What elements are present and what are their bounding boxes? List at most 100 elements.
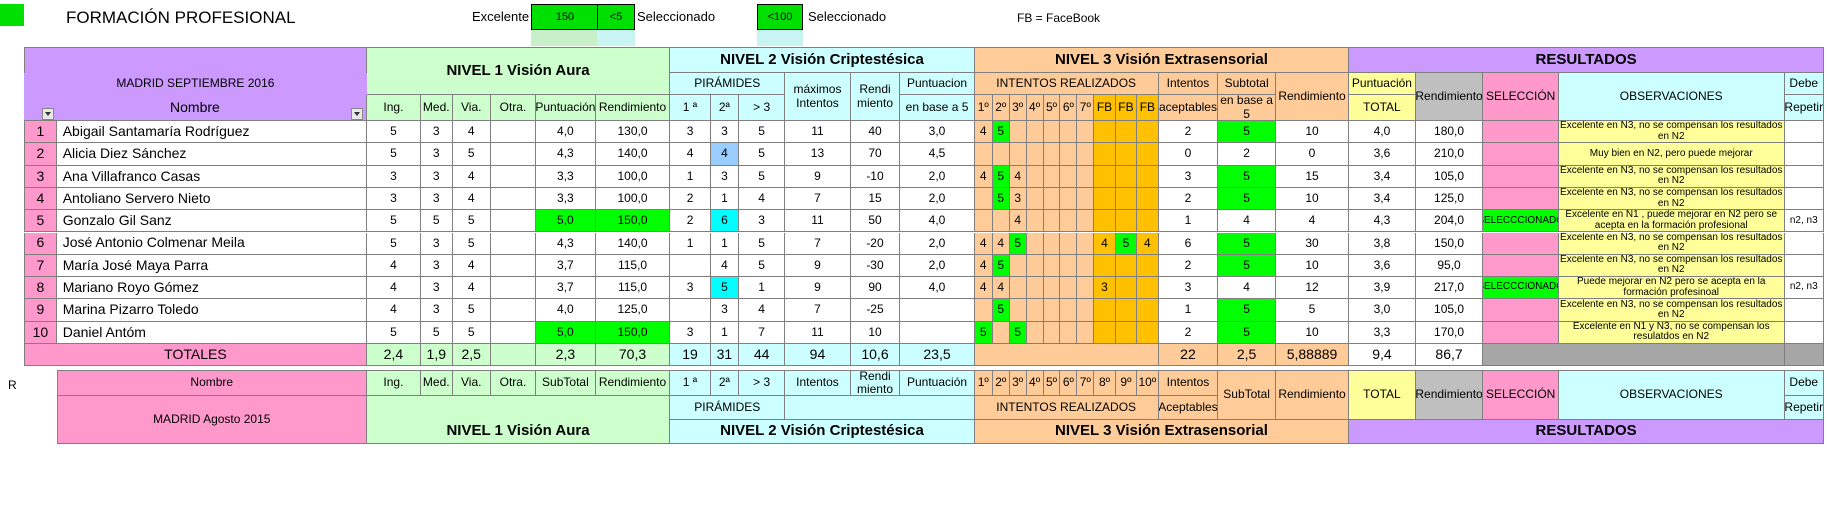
total-aceptables: 22 [1158,344,1219,366]
n2-value: 2 [670,187,711,211]
filter-dropdown-icon[interactable] [42,108,55,120]
n1-value [490,210,537,233]
n3-attempt [1115,165,1138,188]
puntuacion-n2-header: Puntuacion [900,73,975,95]
n3-attempt [1137,277,1159,300]
rendimiento-total-value: 105,0 [1415,165,1484,188]
total-value: 3,4 [1349,165,1416,188]
n3-attempt [1077,165,1095,188]
n3-attempt: 4 [1137,232,1159,255]
n1-value: 3 [420,143,453,166]
puntuacion-total-header: Puntuación [1349,73,1416,95]
n1-value: 5 [452,321,491,344]
n1-value [490,187,537,211]
aceptables-value: 3 [1158,277,1219,300]
n3-attempt [1026,187,1044,211]
n2-value: 2,0 [900,232,975,255]
subtotal-value: 5 [1218,165,1276,188]
n2-value: -10 [850,165,901,188]
total-n2: 44 [739,344,786,366]
n1-value: 5 [452,210,491,233]
filter-dropdown-icon[interactable] [351,108,364,120]
n2-value: 13 [785,143,851,166]
n3-attempt [1043,121,1061,144]
n2-value: 5 [739,254,786,278]
n2-value: 4 [670,143,711,166]
total-n2: 31 [710,344,740,366]
legend-seleccionado-label-1: Seleccionado [637,9,716,24]
seleccion-value [1483,121,1559,144]
n3-attempt: 4 [992,232,1010,255]
n2-value: 2,0 [900,187,975,211]
subtotal-value: 5 [1218,187,1276,211]
rendimiento-value: 10 [1275,254,1350,278]
rendimiento-total-value: 217,0 [1415,277,1484,300]
n2-value: 5 [739,121,786,144]
n3-attempt [1077,321,1095,344]
n2-value: 40 [850,121,901,144]
row-number: 4 [24,187,57,211]
n3-attempt: 4 [1009,165,1027,188]
n3-attempt [1009,299,1027,322]
n3-attempt: 4 [1009,210,1027,233]
legend-strip-3 [757,30,803,46]
n2-value [900,321,975,344]
rendimiento-total-value: 105,0 [1415,299,1484,322]
n3-attempt [1115,121,1138,144]
n2-value: 4 [710,143,740,166]
row-number: 5 [24,210,57,233]
n2-value: 9 [785,254,851,278]
student-name: Daniel Antóm [56,321,367,344]
nombre-header: Nombre [24,95,367,121]
n3-attempt [1094,187,1116,211]
n3-col-header: FB [1137,95,1159,121]
n3-attempt [1026,299,1044,322]
row-number: 2 [24,143,57,166]
n3-attempt [1026,321,1044,344]
n3-attempt [1077,232,1095,255]
footer-n3-col: 8º [1094,370,1116,396]
n1-value: 5 [420,321,453,344]
n3-attempt [1060,187,1078,211]
n3-attempt: 3 [1094,277,1116,300]
n1-value: 3,3 [536,165,596,188]
n1-value [490,254,537,278]
puntuacion-n2-base-header: en base a 5 [900,95,975,121]
n1-col-header: Med. [420,95,453,121]
n2-value: 7 [739,321,786,344]
n3-attempt [1026,210,1044,233]
n2-value: 9 [785,277,851,300]
n3-attempt [1115,299,1138,322]
footer-nivel3: NIVEL 3 Visión Extrasensorial [974,420,1350,444]
n2-value: 10 [850,321,901,344]
n3-col-header: 3º [1009,95,1027,121]
nivel1-header: NIVEL 1 Visión Aura [366,47,671,95]
seleccion-value [1483,232,1559,255]
footer-n3-col: 6º [1060,370,1078,396]
debe-repetir-value: n2, n3 [1784,277,1824,300]
n1-col-header: Rendimiento [595,95,671,121]
n2-value: 5 [739,232,786,255]
footer-resultados: RESULTADOS [1349,420,1824,444]
rendimiento-total-value: 180,0 [1415,121,1484,144]
n2-value: 5 [710,277,740,300]
seleccion-value: SELECCCIONADO [1483,277,1559,300]
seleccion-value [1483,299,1559,322]
student-name: Marina Pizarro Toledo [56,299,367,322]
total-n1: 2,5 [452,344,491,366]
n1-value: 5 [366,232,421,255]
total-rendimiento: 5,88889 [1275,344,1350,366]
debe-repetir-value [1784,187,1824,211]
n3-attempt [1060,232,1078,255]
subtotal-value: 4 [1218,277,1276,300]
n1-value: 4,0 [536,121,596,144]
observacion-text: Excelente en N3, no se compensan los res… [1558,254,1785,278]
n2-value: 5 [739,165,786,188]
legend-strip-2 [597,30,635,46]
footer-nombre: Nombre [56,370,367,396]
n3-attempt [1077,254,1095,278]
n2-value: 4 [710,254,740,278]
student-name: Gonzalo Gil Sanz [56,210,367,233]
total-value: 3,6 [1349,254,1416,278]
observacion-text: Excelente en N1 y N3, no se compensan lo… [1558,321,1785,344]
